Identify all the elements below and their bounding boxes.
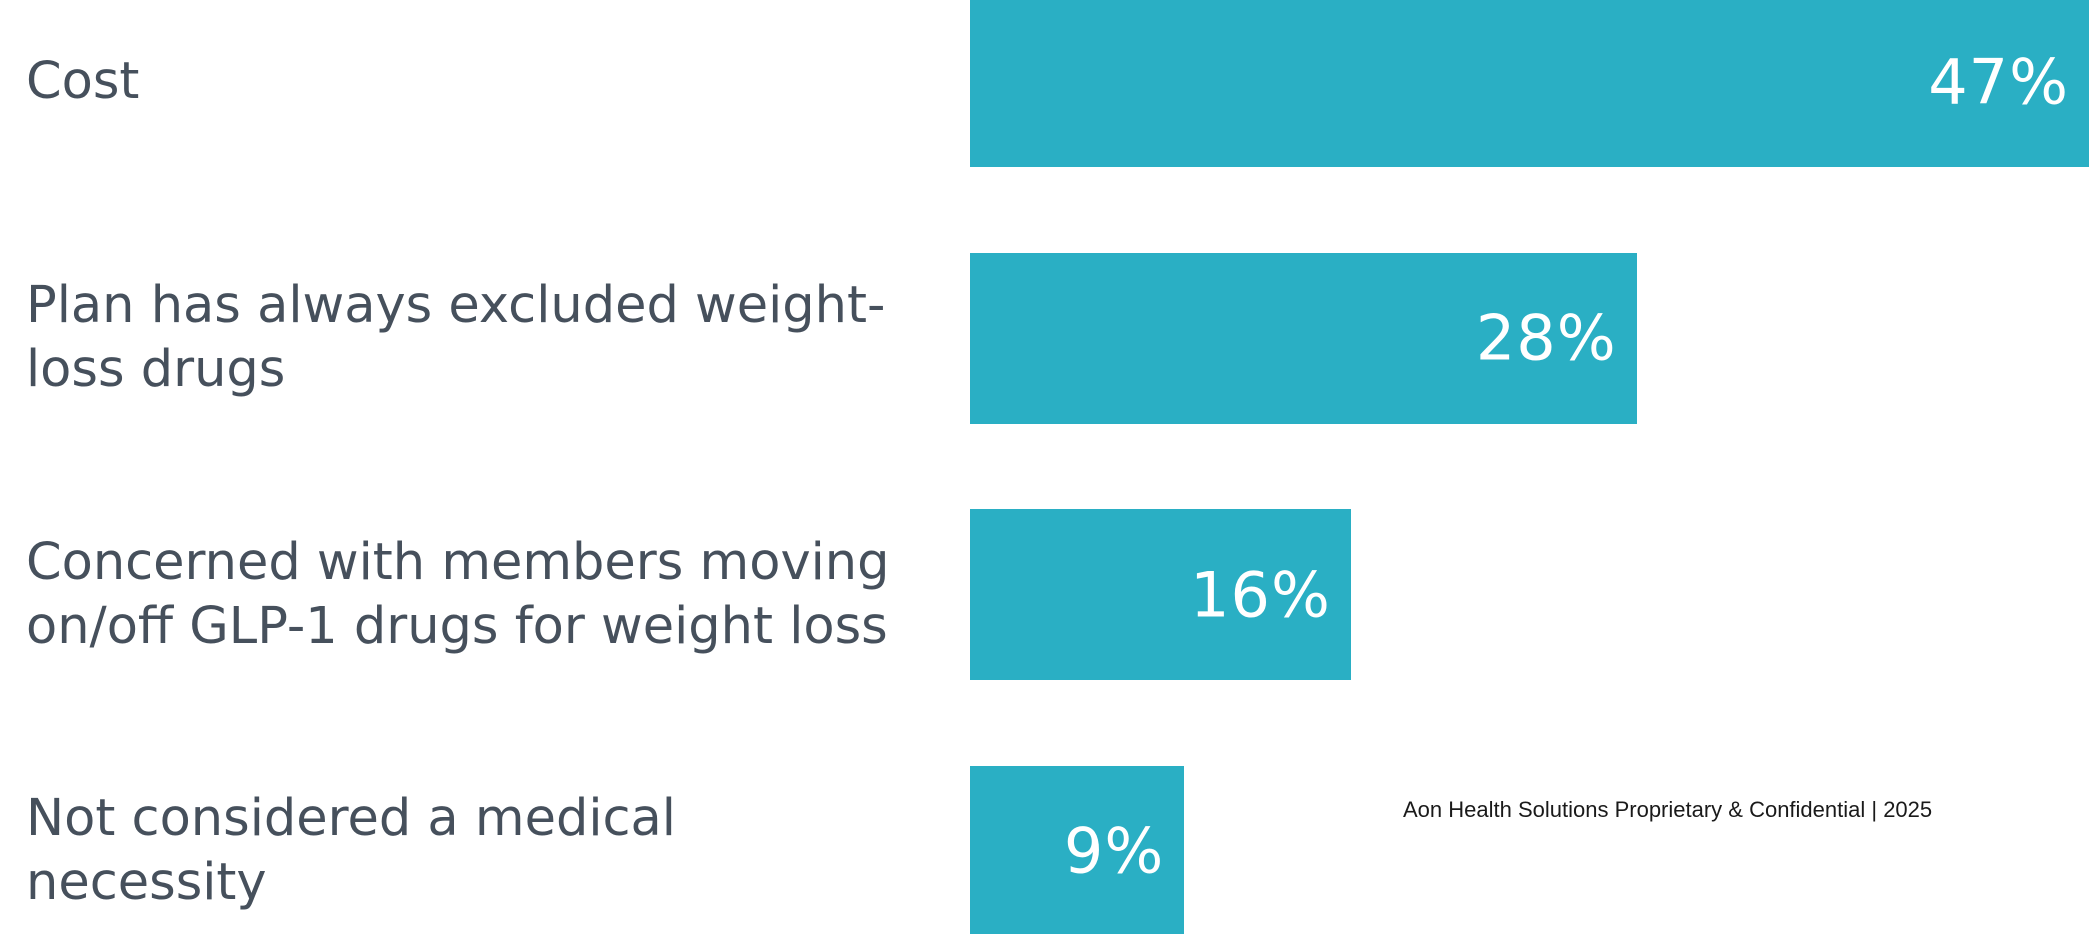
bar-value-label: 28%: [1475, 301, 1617, 375]
bar-value-label: 9%: [1063, 814, 1165, 888]
bar: 16%: [970, 509, 1351, 680]
footer-text: Aon Health Solutions Proprietary & Confi…: [1403, 797, 1933, 822]
bar: 28%: [970, 252, 1637, 424]
bar-value-label: 16%: [1190, 558, 1331, 631]
category-label: Not considered a medical necessity: [26, 789, 676, 912]
bar: 47%: [970, 0, 2089, 167]
bar-value-label: 47%: [1928, 45, 2069, 118]
category-label: Plan has always excluded weight- loss dr…: [26, 276, 886, 399]
category-label: Cost: [26, 51, 140, 111]
category-label: Concerned with members moving on/off GLP…: [26, 532, 890, 656]
bar: 9%: [970, 765, 1185, 934]
